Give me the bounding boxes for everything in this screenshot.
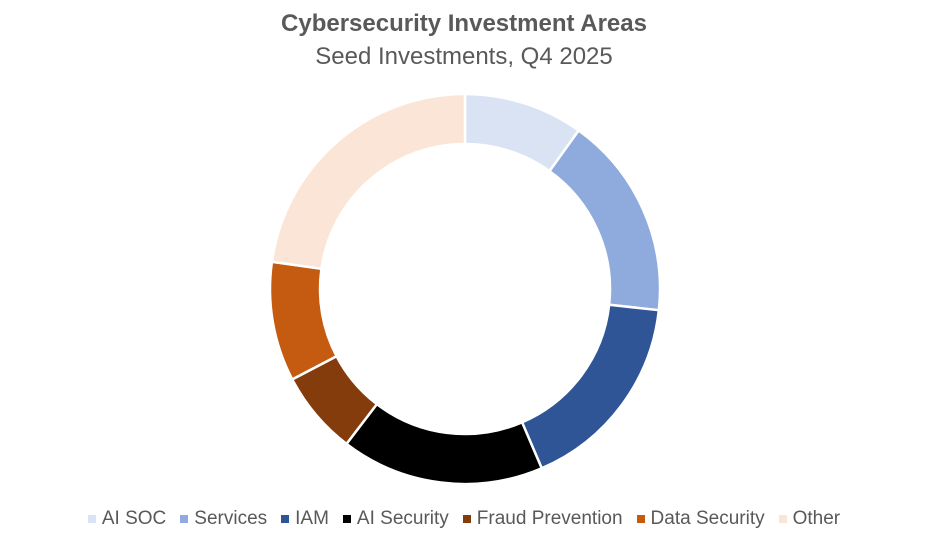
legend-item-ai-soc: AI SOC (87, 508, 167, 530)
legend-swatch (180, 515, 189, 523)
legend-swatch (778, 515, 787, 523)
legend-label: Data Security (650, 508, 765, 529)
chart-subtitle: Seed Investments, Q4 2025 (315, 43, 613, 70)
donut-slice-other (270, 92, 467, 271)
legend-item-iam: IAM (281, 508, 329, 530)
legend-label: AI SOC (101, 508, 167, 529)
donut-slice-iam (520, 303, 661, 470)
legend-item-ai-security: AI Security (342, 508, 449, 530)
legend-swatch (636, 515, 645, 523)
legend-label: Services (194, 508, 268, 529)
legend-label: IAM (295, 508, 329, 529)
legend-item-services: Services (180, 508, 267, 530)
legend-label: Other (792, 508, 841, 529)
legend-swatch (281, 515, 290, 523)
chart-legend: AI SOC Services IAM AI Security Fraud Preven… (0, 508, 928, 530)
chart-title: Cybersecurity Investment Areas (281, 10, 647, 37)
legend-label: Fraud Prevention (476, 508, 623, 529)
legend-item-other: Other (778, 508, 841, 530)
legend-swatch (342, 515, 351, 523)
donut-slice-data-security (268, 260, 339, 382)
donut-slice-ai-security (344, 402, 544, 486)
legend-item-fraud-prevention: Fraud Prevention (462, 508, 623, 530)
legend-label: AI Security (356, 508, 449, 529)
donut-slice-services (547, 128, 662, 312)
legend-swatch (462, 515, 471, 523)
legend-swatch (87, 515, 96, 523)
legend-item-data-security: Data Security (636, 508, 765, 530)
